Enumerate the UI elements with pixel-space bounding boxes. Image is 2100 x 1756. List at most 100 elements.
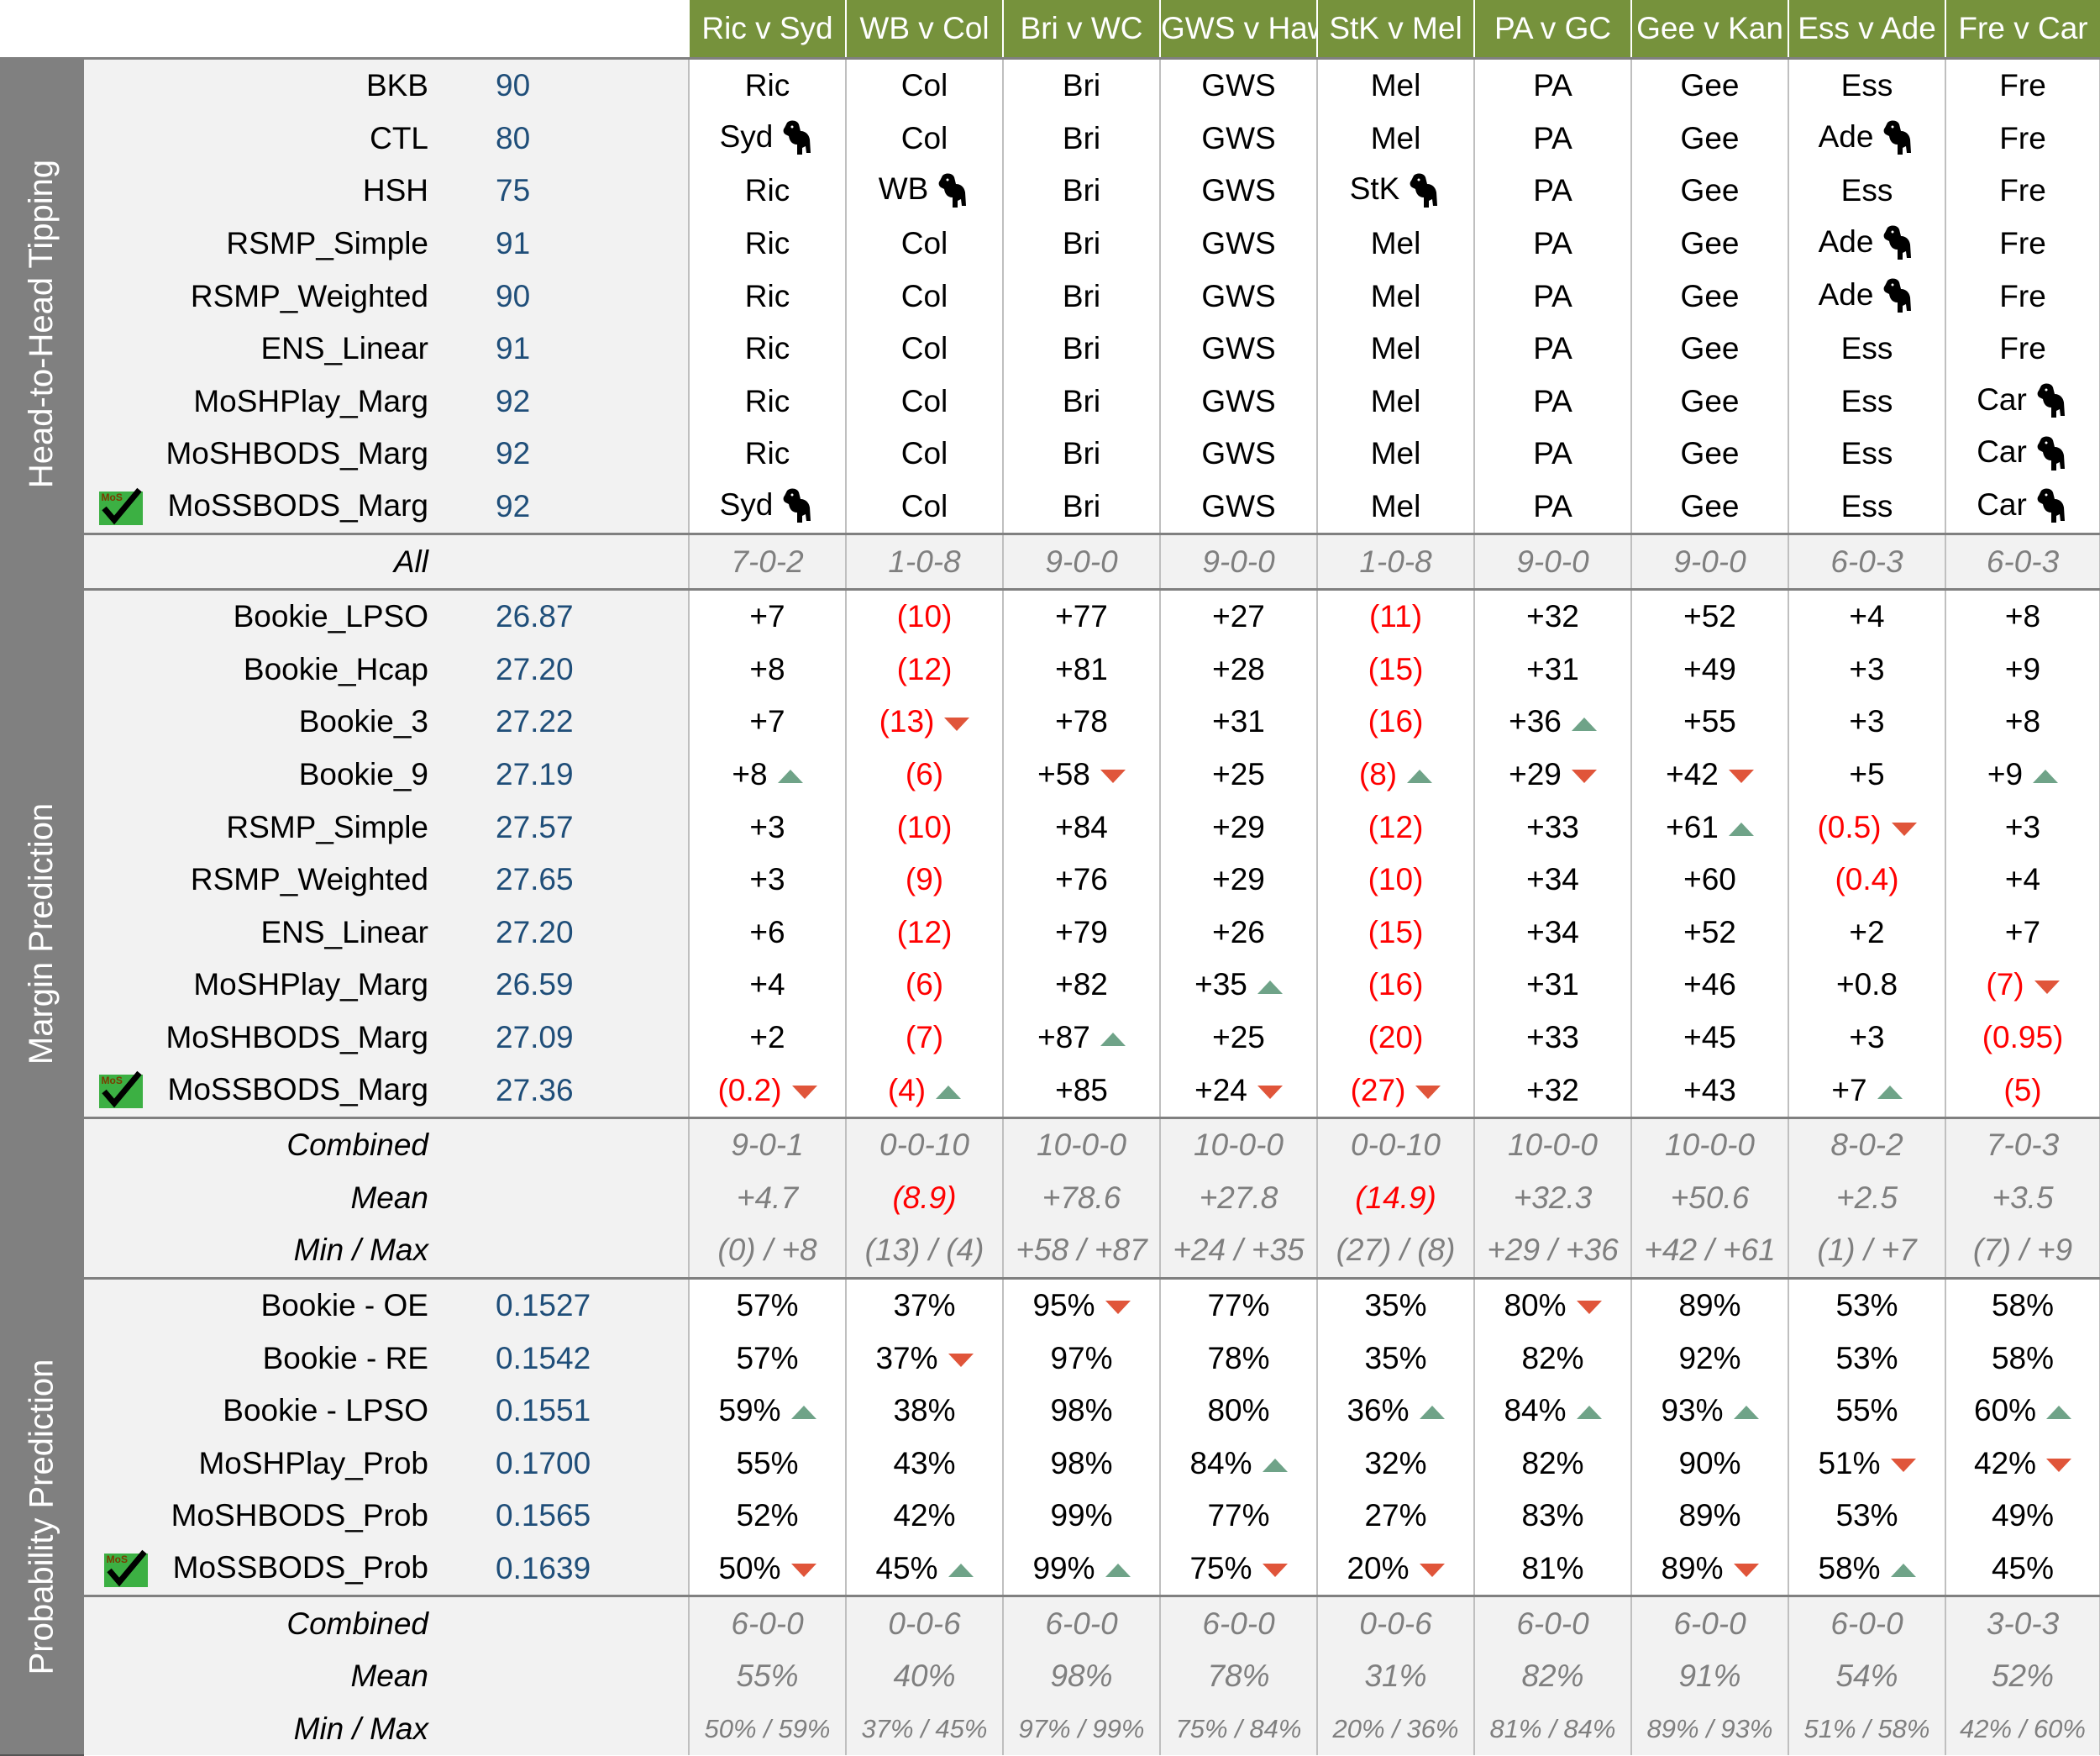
prediction-cell: +29	[1159, 801, 1318, 854]
summary-cell: (14.9)	[1316, 1171, 1475, 1225]
prediction-cell: 50%	[688, 1542, 847, 1596]
prediction-cell: 36%	[1316, 1384, 1475, 1438]
game-header: StK v Mel	[1316, 0, 1475, 59]
prediction-value: +49	[1683, 651, 1736, 686]
prediction-cell: +2	[1788, 906, 1946, 959]
prediction-value: PA	[1533, 489, 1572, 524]
prediction-cell: +0.8	[1788, 959, 1946, 1012]
prediction-cell: +46	[1630, 959, 1789, 1012]
prediction-cell: Bri	[1002, 480, 1161, 534]
prediction-cell: +8	[1945, 696, 2100, 749]
model-row: Bookie_9 27.19 +8 (6) +58 +25 (8) +29 +42 +5 +9	[0, 748, 2100, 802]
triangle-down-icon	[1100, 770, 1126, 784]
model-name: BKB	[84, 56, 487, 113]
prediction-value: Ess	[1840, 68, 1893, 103]
prediction-cell: 77%	[1159, 1490, 1318, 1543]
prediction-cell: +33	[1473, 801, 1632, 854]
prediction-value: (9)	[905, 862, 944, 897]
triangle-down-icon	[1728, 770, 1754, 784]
triangle-up-icon	[1419, 1406, 1445, 1420]
prediction-value: 82%	[1521, 1445, 1584, 1480]
prediction-cell: +4	[1788, 587, 1946, 644]
prediction-cell: Mel	[1316, 56, 1475, 113]
section-title: Probability Prediction	[23, 1359, 60, 1675]
prediction-value: 42%	[893, 1498, 956, 1533]
prediction-cell: 20%	[1316, 1542, 1475, 1596]
summary-blank	[487, 1649, 690, 1703]
model-name-text: CTL	[370, 120, 428, 155]
prediction-value: 60%	[1973, 1393, 2037, 1428]
prediction-value: +81	[1055, 651, 1108, 686]
model-row: MoSHPlay_Marg 92 Ric Col Bri GWS Mel PA Gee Ess Ca…	[0, 375, 2100, 428]
prediction-value: (13)	[879, 704, 935, 739]
model-name: RSMP_Weighted	[84, 270, 487, 323]
prediction-value: 36%	[1347, 1393, 1410, 1428]
summary-cell: 78%	[1159, 1649, 1318, 1703]
prediction-value: WB	[878, 171, 929, 207]
prediction-cell: GWS	[1159, 480, 1318, 534]
prediction-value: GWS	[1201, 120, 1276, 155]
prediction-cell: (16)	[1316, 696, 1475, 749]
prediction-value: PA	[1533, 383, 1572, 418]
prediction-value: +33	[1526, 809, 1579, 844]
prediction-cell: GWS	[1159, 428, 1318, 481]
prediction-value: (20)	[1368, 1019, 1424, 1054]
model-row: HSH 75 Ric WB Bri GWS StK PA Gee Ess Fre	[0, 165, 2100, 218]
prediction-cell: 52%	[688, 1490, 847, 1543]
model-score: 0.1542	[487, 1332, 690, 1385]
prediction-value: +3	[749, 809, 785, 844]
prediction-value: +31	[1526, 651, 1579, 686]
prediction-value: +3	[749, 862, 785, 897]
underdog-dog-icon	[2037, 436, 2065, 471]
model-name-text: Bookie_Hcap	[243, 651, 428, 686]
prediction-cell: 89%	[1630, 1276, 1789, 1333]
prediction-cell: (6)	[845, 959, 1004, 1012]
summary-cell: (8.9)	[845, 1171, 1004, 1225]
model-row: RSMP_Simple 27.57 +3 (10) +84 +29 (12) +33 +61 (0…	[0, 801, 2100, 854]
prediction-cell: +52	[1630, 587, 1789, 644]
prediction-value: (4)	[887, 1072, 927, 1107]
model-name-text: RSMP_Weighted	[190, 278, 428, 313]
prediction-value: Car	[1977, 434, 2027, 470]
prediction-value: Gee	[1680, 68, 1740, 103]
model-name: Bookie - RE	[84, 1332, 487, 1385]
prediction-cell: Gee	[1630, 165, 1789, 218]
summary-row: Min / Max (0) / +8 (13) / (4) +58 / +87 +24 …	[0, 1224, 2100, 1279]
model-score: 27.20	[487, 643, 690, 697]
prediction-cell: +24	[1159, 1064, 1318, 1118]
prediction-cell: Syd	[688, 112, 847, 166]
summary-label: Min / Max	[84, 1224, 487, 1279]
prediction-cell: 51%	[1788, 1437, 1946, 1490]
model-row: MoSHPlay_Prob 0.1700 55% 43% 98% 84% 32% 82% 90%…	[0, 1437, 2100, 1490]
prediction-value: Bri	[1062, 383, 1101, 418]
prediction-cell: +33	[1473, 1011, 1632, 1065]
model-row: Bookie_3 27.22 +7 (13) +78 +31 (16) +36 +55 +3 +8	[0, 696, 2100, 749]
prediction-cell: +25	[1159, 1011, 1318, 1065]
prediction-value: Fre	[1999, 226, 2046, 261]
prediction-cell: 75%	[1159, 1542, 1318, 1596]
summary-cell: 10-0-0	[1473, 1116, 1632, 1172]
prediction-cell: (12)	[845, 906, 1004, 959]
prediction-value: Bri	[1062, 226, 1101, 261]
prediction-value: PA	[1533, 436, 1572, 471]
prediction-value: 35%	[1364, 1287, 1427, 1322]
prediction-cell: +79	[1002, 906, 1161, 959]
model-name: RSMP_Simple	[84, 801, 487, 854]
prediction-cell: Ess	[1788, 322, 1946, 376]
triangle-down-icon	[1257, 1085, 1283, 1099]
model-name: Bookie_LPSO	[84, 587, 487, 644]
prediction-value: Ric	[744, 436, 790, 471]
summary-cell: 6-0-0	[1788, 1595, 1946, 1650]
prediction-value: +84	[1055, 809, 1108, 844]
model-name-text: BKB	[365, 68, 428, 103]
summary-cell: (7) / +9	[1945, 1224, 2100, 1279]
summary-cell: 6-0-0	[1159, 1595, 1318, 1650]
prediction-cell: 97%	[1002, 1332, 1161, 1385]
summary-cell: 6-0-3	[1788, 533, 1946, 590]
summary-cell: +24 / +35	[1159, 1224, 1318, 1279]
model-name-text: Bookie - LPSO	[223, 1393, 428, 1428]
summary-cell: +50.6	[1630, 1171, 1789, 1225]
prediction-value: Mel	[1370, 278, 1421, 313]
prediction-value: +32	[1526, 1072, 1579, 1107]
prediction-cell: Ric	[688, 217, 847, 271]
